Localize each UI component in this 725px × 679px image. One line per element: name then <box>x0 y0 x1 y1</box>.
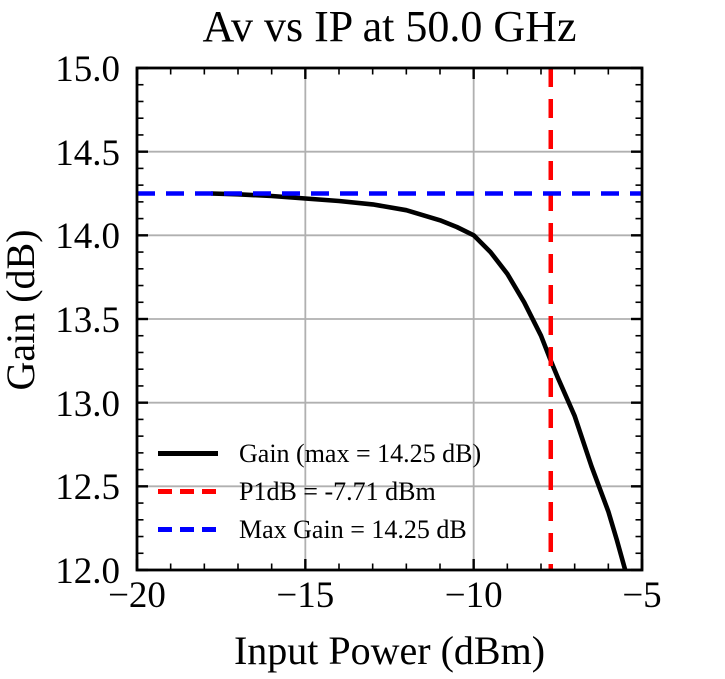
gain-line-swatch <box>158 451 218 456</box>
x-tick-label: −20 <box>108 575 166 616</box>
y-tick-label: 13.0 <box>55 383 120 425</box>
legend: Gain (max = 14.25 dB) P1dB = -7.71 dBm M… <box>158 437 481 551</box>
max-gain-line-swatch <box>158 527 218 532</box>
y-tick-label: 14.5 <box>55 132 120 174</box>
y-tick-label: 13.5 <box>55 300 120 341</box>
legend-item-max-gain: Max Gain = 14.25 dB <box>158 513 481 546</box>
y-tick-label: 14.0 <box>55 216 120 258</box>
y-tick-label: 12.0 <box>55 551 120 592</box>
legend-item-gain: Gain (max = 14.25 dB) <box>158 437 481 470</box>
axes-spines <box>135 66 644 572</box>
p1db-legend-label: P1dB = -7.71 dBm <box>239 476 436 506</box>
y-axis-label: Gain (dB) <box>0 229 43 391</box>
x-tick-label: −5 <box>622 575 662 616</box>
x-axis-label: Input Power (dBm) <box>233 628 546 673</box>
legend-item-p1db: P1dB = -7.71 dBm <box>158 475 481 508</box>
max-gain-legend-label: Max Gain = 14.25 dB <box>239 514 467 544</box>
y-tick-label: 12.5 <box>55 467 120 509</box>
p1db-line-swatch <box>158 489 218 494</box>
x-tick-label: −15 <box>276 575 335 616</box>
gain-legend-label: Gain (max = 14.25 dB) <box>239 438 482 468</box>
gain-curve <box>211 191 628 571</box>
chart-title: Av vs IP at 50.0 GHz <box>202 2 577 51</box>
y-tick-label: 15.0 <box>55 49 120 90</box>
x-tick-label: −10 <box>444 575 503 616</box>
